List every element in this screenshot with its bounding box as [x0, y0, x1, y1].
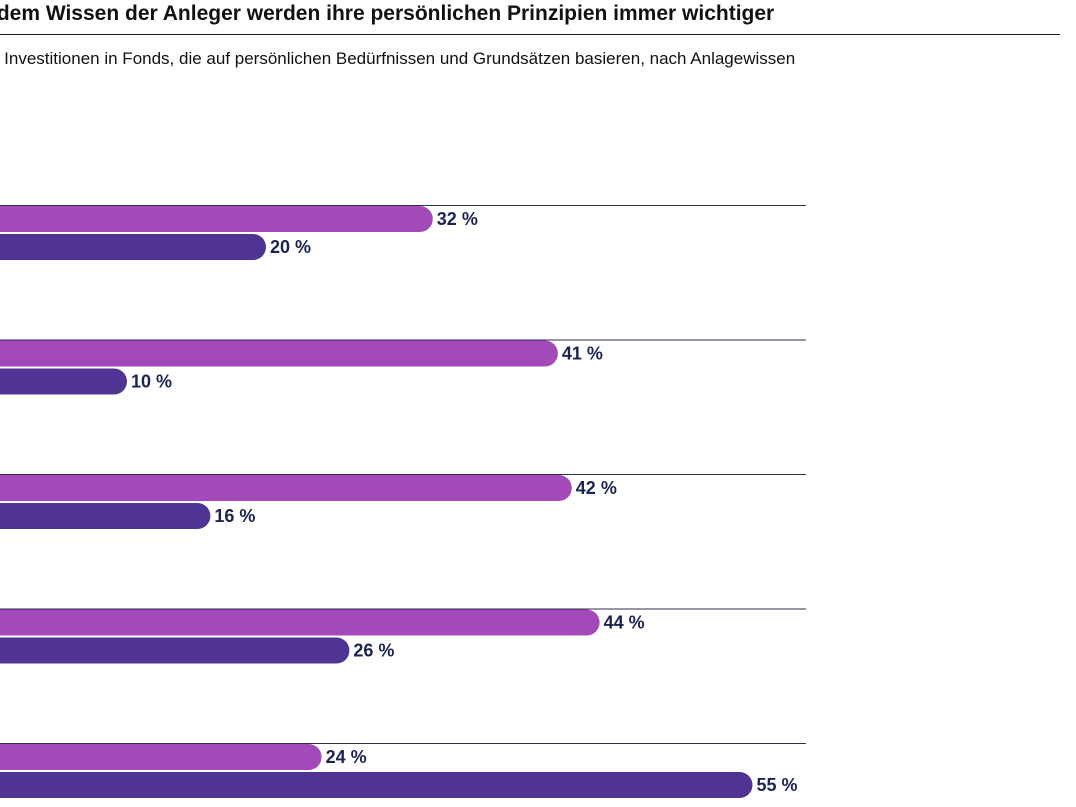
chart-subtitle: n Investitionen in Fonds, die auf persön… — [0, 49, 796, 68]
bar-value-label: 41 % — [562, 344, 603, 364]
bar-value-label: 55 % — [757, 775, 798, 795]
bar-value-label: 44 % — [604, 613, 645, 633]
bar-series-2 — [0, 772, 753, 798]
bar-value-label: 24 % — [326, 747, 367, 767]
bar-value-label: 42 % — [576, 478, 617, 498]
bar-value-label: 20 % — [270, 237, 311, 257]
bar-series-1 — [0, 340, 558, 367]
bar-value-label: 32 % — [437, 209, 478, 229]
bar-value-label: 16 % — [214, 506, 255, 526]
bar-series-1 — [0, 475, 572, 501]
bar-series-1 — [0, 609, 600, 636]
bar-series-2 — [0, 637, 350, 664]
bar-series-1 — [0, 206, 433, 232]
bar-value-label: 26 % — [353, 641, 394, 661]
bar-value-label: 10 % — [131, 372, 172, 392]
bar-series-2 — [0, 234, 266, 260]
bar-series-1 — [0, 744, 322, 770]
bar-series-2 — [0, 368, 127, 395]
chart-title: ndem Wissen der Anleger werden ihre pers… — [0, 2, 775, 25]
title-divider — [0, 34, 1060, 35]
bar-series-2 — [0, 503, 211, 529]
